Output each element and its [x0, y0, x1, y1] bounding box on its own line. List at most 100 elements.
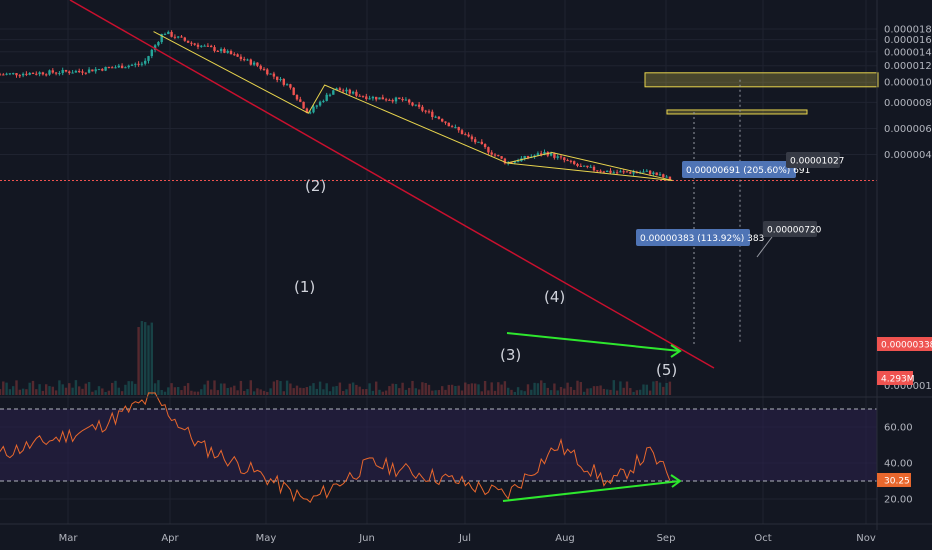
volume-bar — [87, 382, 91, 395]
volume-bar — [543, 382, 546, 395]
candle-body — [78, 70, 81, 72]
rsi-axis[interactable]: 60.00 40.00 20.00 — [884, 423, 913, 506]
candle-body — [193, 43, 196, 45]
candle-body — [579, 165, 582, 167]
candle-body — [490, 152, 493, 155]
volume-bar — [177, 386, 180, 395]
wedge-support-line — [506, 162, 673, 181]
candle-body — [414, 104, 417, 106]
candle-body — [239, 56, 243, 60]
volume-bar — [427, 384, 431, 395]
volume-bar — [477, 384, 480, 395]
candle-body — [111, 67, 114, 69]
candle-body — [243, 59, 246, 61]
volume-bar — [21, 388, 25, 395]
callout-connector-1 — [756, 236, 773, 258]
candle-body — [662, 174, 665, 178]
volume-bar — [635, 390, 639, 395]
volume-bar — [282, 391, 285, 395]
candle-body — [470, 136, 474, 140]
candle-body — [358, 95, 361, 97]
candle-body — [513, 161, 516, 163]
time-axis[interactable]: Mar Apr May Jun Jul Aug Sep Oct Nov — [59, 533, 876, 544]
volume-bar — [18, 389, 21, 395]
volume-bar — [500, 384, 503, 395]
candle-body — [282, 78, 285, 85]
volume-bar — [398, 388, 401, 395]
candle-body — [97, 69, 101, 71]
candle-body — [213, 47, 216, 51]
volume-bar — [196, 391, 200, 395]
candle-body — [315, 105, 318, 107]
candle-body — [596, 170, 599, 172]
volume-bar — [421, 382, 424, 395]
volume-bar — [569, 386, 573, 395]
volume-bar — [629, 388, 632, 395]
target-zone-1 — [666, 109, 808, 115]
candle-body — [120, 65, 124, 69]
volume-bar — [173, 387, 177, 395]
candle-body — [249, 59, 252, 65]
candle-body — [276, 76, 279, 80]
volume-bar — [665, 382, 668, 395]
volume-bar — [193, 391, 196, 395]
volume-bar — [0, 389, 2, 395]
candle-body — [28, 73, 31, 75]
volume-bar — [417, 389, 421, 395]
volume-bar — [388, 386, 391, 395]
price-tick-label: 0.00001800 — [884, 25, 932, 36]
volume-bar — [658, 382, 662, 395]
candle-body — [441, 118, 444, 122]
volume-bars — [0, 321, 672, 395]
current-price-badge — [877, 337, 932, 351]
volume-bar — [371, 390, 375, 395]
price-axis[interactable]: 0.000018000.000016000.00001400 0.00001200… — [884, 25, 932, 393]
volume-bar — [200, 389, 203, 395]
price-tick-label: 0.00000600 — [884, 124, 932, 135]
volume-bar — [216, 390, 219, 395]
candle-body — [144, 60, 147, 64]
rsi-tick-label: 20.00 — [884, 495, 913, 506]
candle-body — [210, 45, 213, 48]
volume-bar — [447, 384, 450, 395]
candle-body — [229, 51, 233, 55]
volume-bar — [642, 384, 645, 395]
volume-bar — [305, 387, 309, 395]
volume-bar — [81, 388, 84, 395]
candle-body — [58, 73, 61, 75]
volume-bar — [279, 381, 282, 395]
candle-body — [606, 170, 609, 172]
volume-bar — [28, 382, 31, 395]
volume-bar — [655, 380, 658, 395]
candle-body — [269, 73, 272, 75]
candle-body — [592, 166, 596, 171]
volume-bar — [639, 389, 642, 395]
candle-body — [299, 99, 302, 102]
candle-body — [180, 36, 183, 38]
volume-bar — [31, 380, 35, 395]
target-zone-2 — [644, 72, 879, 88]
volume-bar — [124, 384, 127, 395]
volume-bar — [652, 381, 655, 395]
volume-bar — [239, 380, 243, 395]
candle-body — [450, 126, 454, 128]
candle-body — [206, 45, 210, 47]
volume-bar — [507, 387, 510, 395]
volume-bar — [78, 386, 81, 395]
candle-body — [510, 162, 513, 164]
volume-bar — [648, 390, 652, 395]
target2-price-box — [786, 152, 840, 168]
candle-body — [266, 69, 269, 75]
price-candles — [0, 30, 672, 181]
volume-bar — [464, 382, 467, 395]
candle-body — [68, 71, 71, 73]
candle-body — [272, 73, 276, 77]
target1-price-label: 0.00000720 — [767, 226, 822, 236]
volume-bar — [530, 389, 533, 395]
candle-body — [285, 84, 289, 86]
candle-body — [632, 172, 635, 174]
volume-bar — [114, 380, 117, 395]
volume-bar — [549, 390, 553, 395]
volume-bar — [295, 385, 299, 395]
